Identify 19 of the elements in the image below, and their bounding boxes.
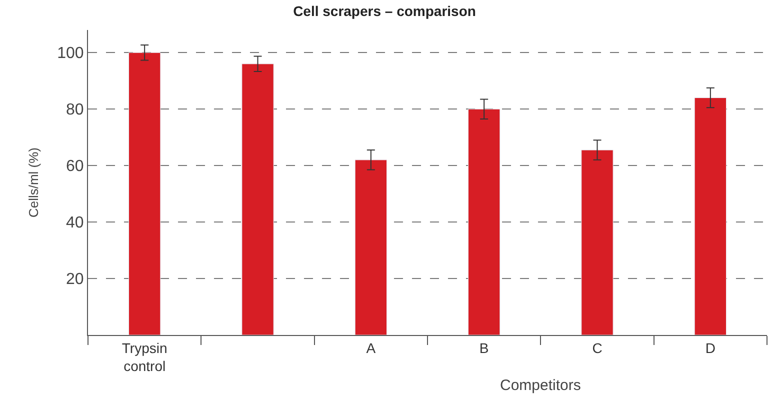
x-tick-label: Trypsin control bbox=[122, 340, 168, 374]
bar bbox=[242, 64, 274, 335]
y-tick-label: 40 bbox=[66, 214, 84, 232]
x-tick-label: D bbox=[705, 340, 716, 356]
text: Competitors bbox=[500, 377, 581, 394]
bar bbox=[694, 98, 727, 335]
bar bbox=[581, 150, 614, 335]
y-tick-label: 80 bbox=[66, 102, 84, 119]
y-tick-label: 100 bbox=[57, 45, 84, 62]
y-axis-title: Cells/ml (%) bbox=[26, 147, 42, 218]
bar bbox=[128, 52, 161, 335]
y-tick-label: 60 bbox=[66, 158, 84, 176]
chart-title: Cell scrapers – comparison bbox=[293, 2, 476, 19]
bar bbox=[354, 160, 388, 335]
x-tick-label: B bbox=[479, 340, 489, 356]
x-tick-label: C bbox=[592, 340, 602, 356]
x-tick-label: A bbox=[366, 340, 376, 356]
y-tick-label: 20 bbox=[66, 271, 84, 288]
bar bbox=[468, 108, 500, 335]
